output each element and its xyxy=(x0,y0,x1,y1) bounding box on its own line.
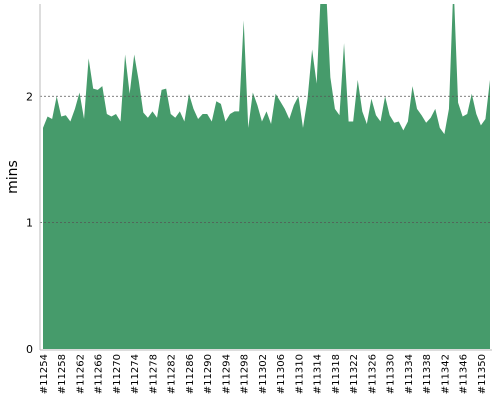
x-tick-label: #11258 xyxy=(57,354,68,394)
x-tick-label: #11270 xyxy=(112,354,123,394)
x-tick-label: #11350 xyxy=(477,354,488,394)
x-tick-label: #11322 xyxy=(349,354,360,394)
x-tick-label: #11302 xyxy=(258,354,269,394)
y-axis-label: mins xyxy=(5,160,21,194)
x-tick-label: #11330 xyxy=(386,354,397,394)
x-tick-label: #11294 xyxy=(221,354,232,394)
x-tick-label: #11318 xyxy=(331,354,342,394)
x-tick-label: #11334 xyxy=(404,354,415,394)
x-tick-label: #11326 xyxy=(367,354,378,394)
x-tick-label: #11298 xyxy=(240,354,251,394)
x-tick-label: #11314 xyxy=(313,354,324,394)
x-tick-label: #11290 xyxy=(203,354,214,394)
x-tick-label: #11282 xyxy=(167,354,178,394)
x-tick-label: #11274 xyxy=(130,354,141,394)
x-tick-label: #11278 xyxy=(148,354,159,394)
x-tick-label: #11286 xyxy=(185,354,196,394)
x-tick-label: #11306 xyxy=(276,354,287,394)
y-tick-label: 1 xyxy=(26,217,33,230)
x-tick-label: #11262 xyxy=(75,354,86,394)
y-tick-label: 2 xyxy=(26,90,33,103)
x-tick-label: #11338 xyxy=(422,354,433,394)
x-tick-label: #11266 xyxy=(94,354,105,394)
x-tick-label: #11310 xyxy=(294,354,305,394)
x-tick-label: #11342 xyxy=(440,354,451,394)
x-tick-label: #11254 xyxy=(39,354,50,394)
x-tick-label: #11346 xyxy=(459,354,470,394)
area xyxy=(43,4,490,349)
y-tick-label: 0 xyxy=(26,343,33,356)
plot-area xyxy=(43,4,490,349)
